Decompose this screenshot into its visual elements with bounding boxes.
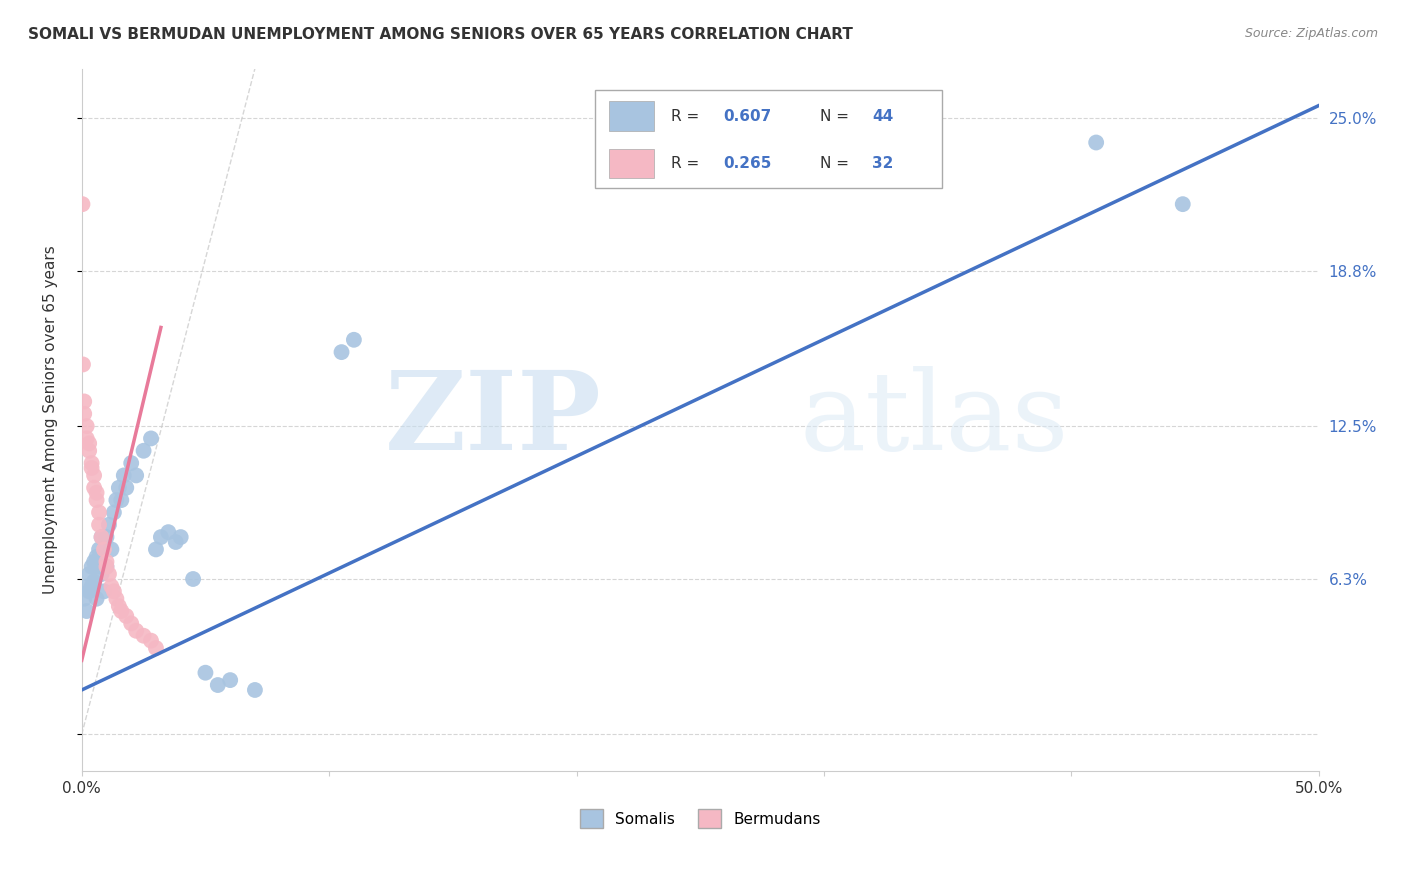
Bermudans (97, 567, 120, 582)
Bermudans (83, 481, 105, 495)
Somalis (343, 333, 366, 347)
Bermudans (110, 604, 132, 618)
Somalis (76, 579, 98, 593)
Bermudans (76, 432, 98, 446)
Somalis (96, 530, 118, 544)
Bermudans (80, 456, 103, 470)
Somalis (83, 555, 105, 569)
Somalis (80, 579, 103, 593)
Somalis (87, 542, 110, 557)
Somalis (207, 678, 229, 692)
Somalis (243, 683, 266, 698)
Somalis (110, 493, 132, 508)
Somalis (100, 542, 122, 557)
Somalis (83, 574, 105, 589)
Somalis (90, 530, 112, 544)
Bermudans (115, 609, 138, 624)
Somalis (132, 443, 155, 458)
Somalis (165, 535, 187, 549)
Y-axis label: Unemployment Among Seniors over 65 years: Unemployment Among Seniors over 65 years (44, 245, 58, 594)
Somalis (73, 591, 96, 606)
Somalis (149, 530, 172, 544)
Somalis (181, 572, 204, 586)
Bermudans (125, 624, 148, 638)
Bermudans (72, 197, 94, 211)
Somalis (139, 432, 162, 446)
Somalis (90, 567, 112, 582)
Bermudans (83, 468, 105, 483)
Bermudans (96, 555, 118, 569)
Text: Source: ZipAtlas.com: Source: ZipAtlas.com (1244, 27, 1378, 40)
Bermudans (90, 530, 112, 544)
Somalis (112, 468, 135, 483)
Somalis (108, 481, 131, 495)
Bermudans (96, 559, 118, 574)
Bermudans (87, 505, 110, 519)
Bermudans (100, 579, 122, 593)
Somalis (76, 604, 98, 618)
Bermudans (105, 591, 128, 606)
Legend: Somalis, Bermudans: Somalis, Bermudans (574, 803, 827, 834)
Somalis (157, 525, 180, 540)
Bermudans (108, 599, 131, 614)
Bermudans (132, 629, 155, 643)
Somalis (80, 559, 103, 574)
Somalis (1171, 197, 1194, 211)
Somalis (219, 673, 242, 687)
Bermudans (103, 584, 125, 599)
Bermudans (73, 407, 96, 421)
Bermudans (93, 542, 115, 557)
Bermudans (77, 436, 100, 450)
Somalis (86, 549, 108, 564)
Bermudans (77, 443, 100, 458)
Somalis (93, 584, 115, 599)
Bermudans (139, 633, 162, 648)
Text: atlas: atlas (799, 367, 1069, 474)
Bermudans (86, 485, 108, 500)
Somalis (115, 481, 138, 495)
Bermudans (76, 419, 98, 434)
Text: ZIP: ZIP (385, 367, 602, 474)
Somalis (170, 530, 193, 544)
Bermudans (120, 616, 142, 631)
Somalis (96, 559, 118, 574)
Somalis (77, 567, 100, 582)
Somalis (105, 493, 128, 508)
Somalis (125, 468, 148, 483)
Somalis (103, 505, 125, 519)
Somalis (330, 345, 353, 359)
Somalis (97, 517, 120, 532)
Bermudans (145, 641, 167, 656)
Somalis (86, 591, 108, 606)
Bermudans (73, 394, 96, 409)
Bermudans (86, 493, 108, 508)
Bermudans (72, 358, 94, 372)
Somalis (1085, 136, 1108, 150)
Somalis (120, 456, 142, 470)
Text: SOMALI VS BERMUDAN UNEMPLOYMENT AMONG SENIORS OVER 65 YEARS CORRELATION CHART: SOMALI VS BERMUDAN UNEMPLOYMENT AMONG SE… (28, 27, 853, 42)
Bermudans (80, 461, 103, 475)
Bermudans (87, 517, 110, 532)
Somalis (194, 665, 217, 680)
Somalis (145, 542, 167, 557)
Somalis (87, 559, 110, 574)
Somalis (77, 584, 100, 599)
